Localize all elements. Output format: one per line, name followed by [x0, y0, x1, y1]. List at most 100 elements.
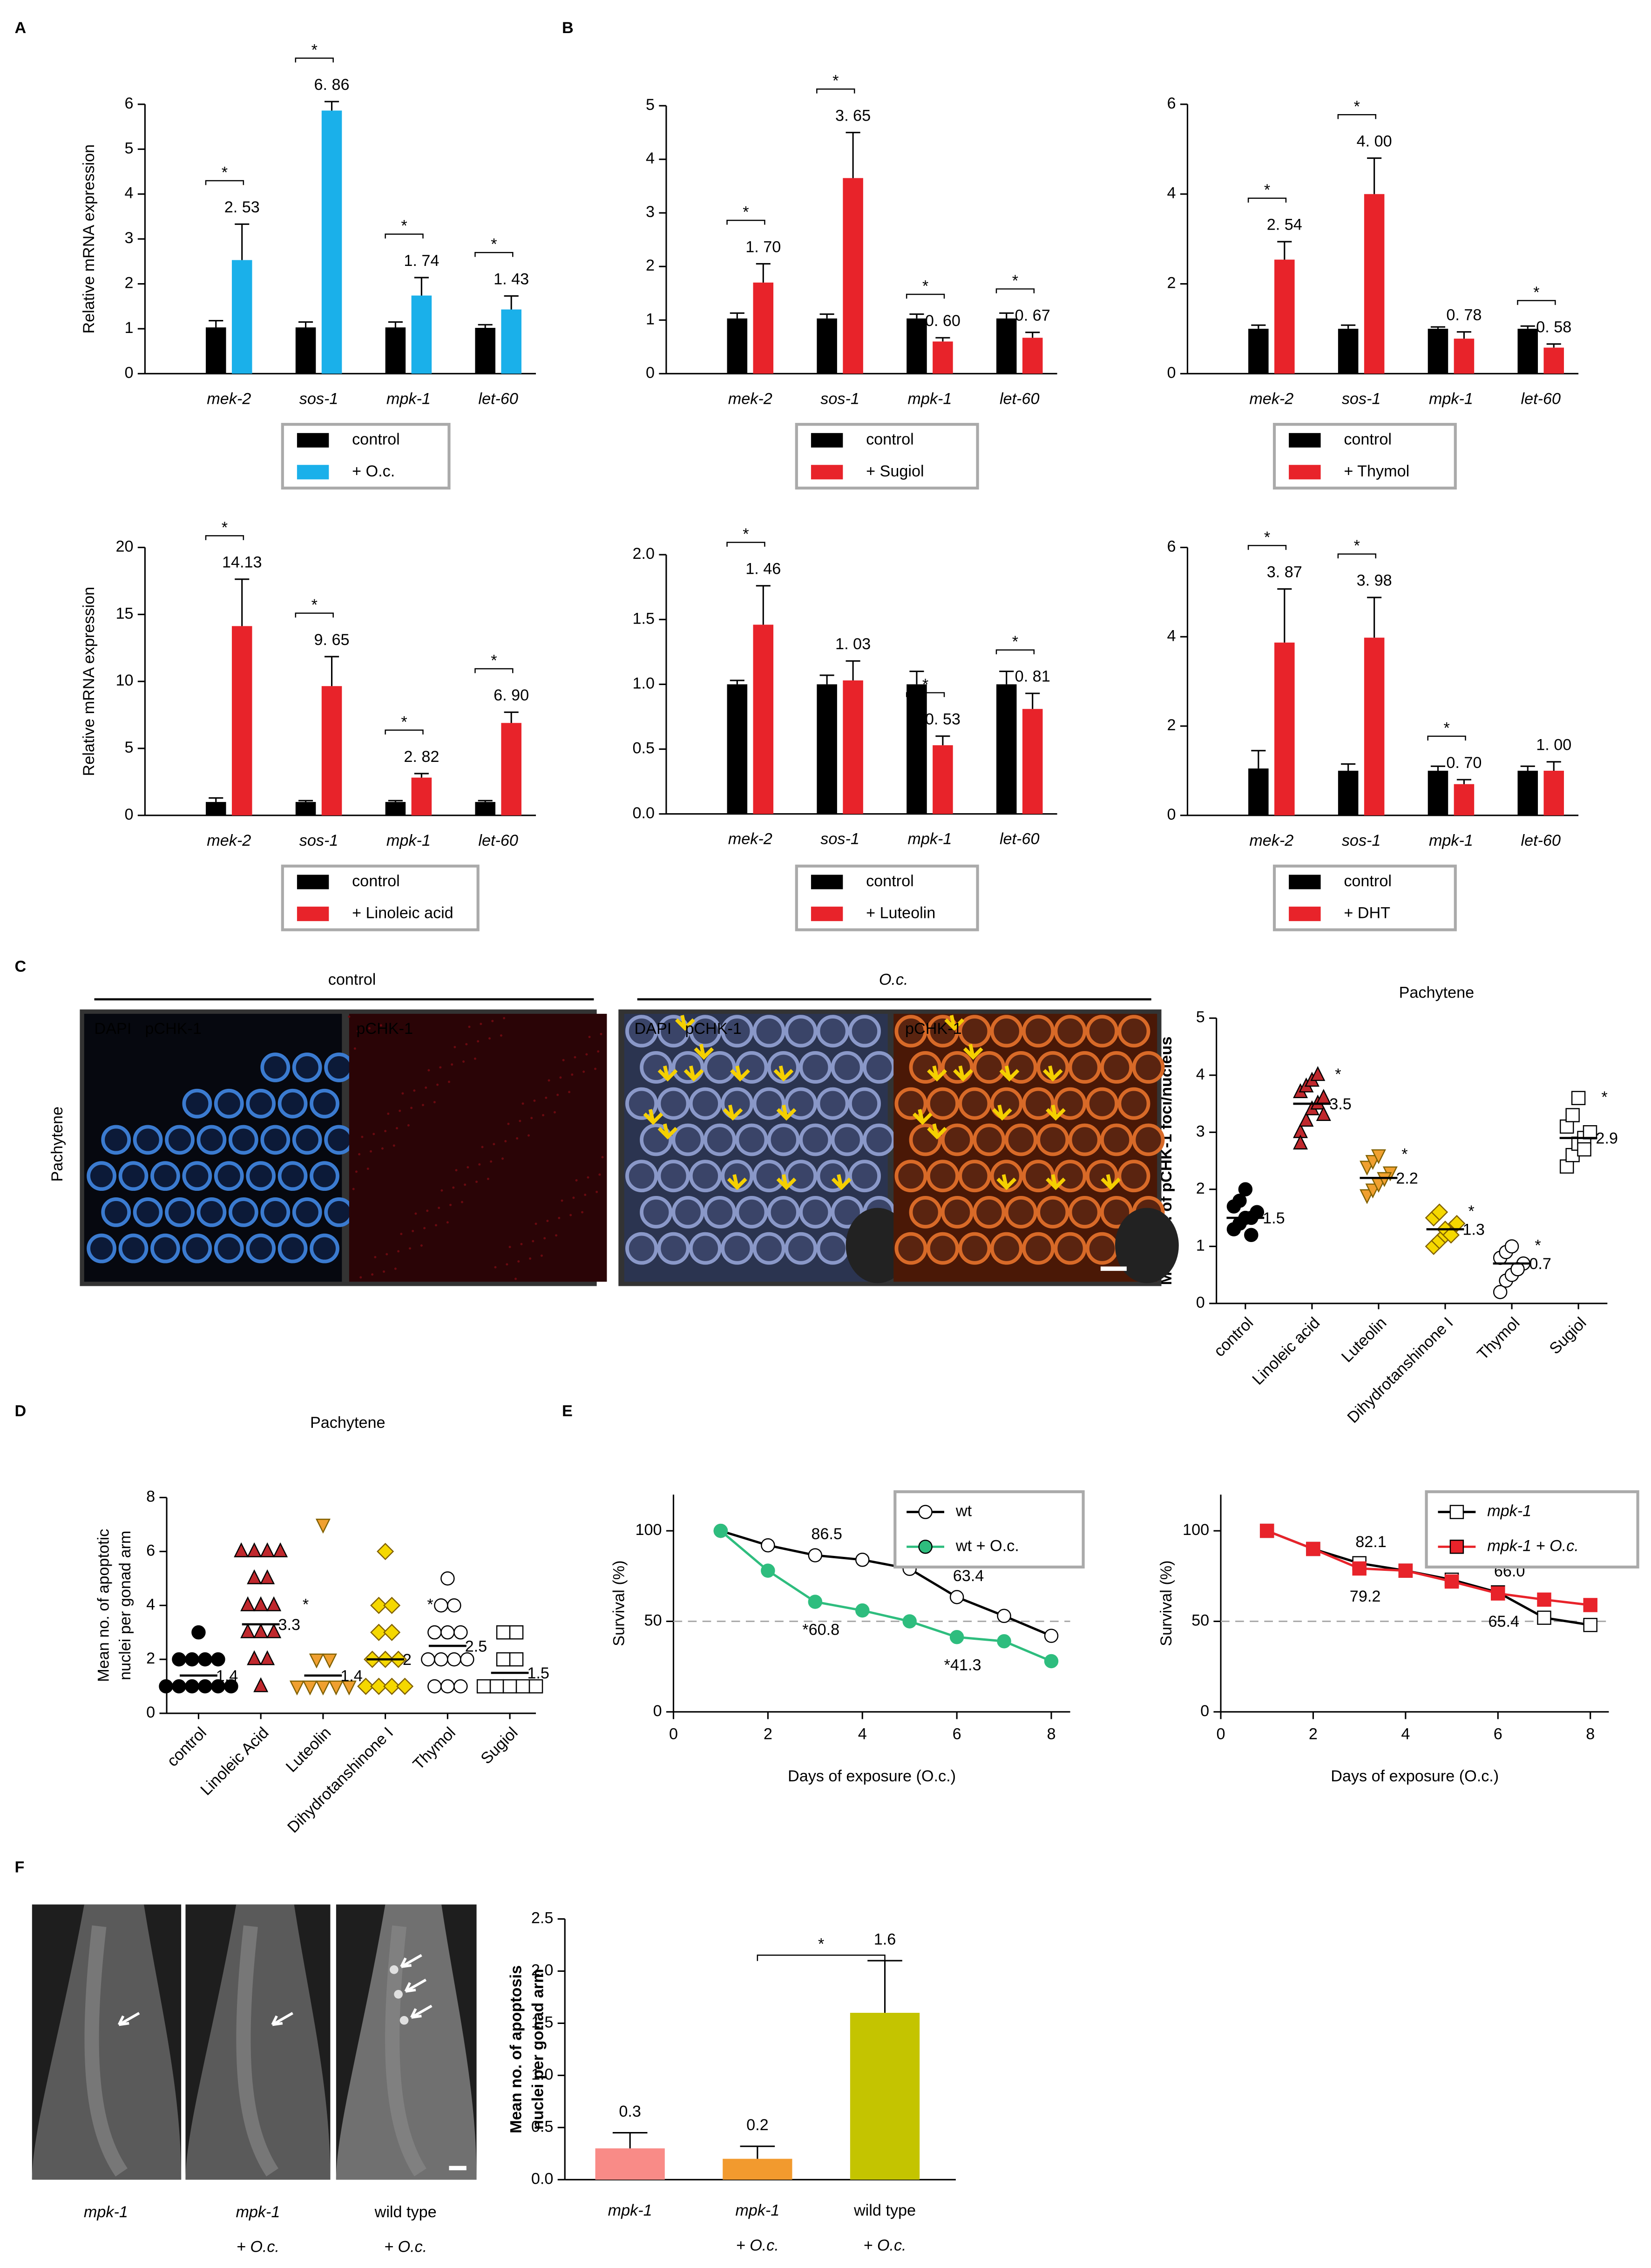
data-point	[440, 1625, 455, 1640]
speckle	[533, 1099, 536, 1102]
x-tick-label: 6	[1494, 1725, 1502, 1743]
arrow	[727, 1174, 747, 1190]
data-point	[211, 1652, 225, 1667]
speckle	[504, 1140, 507, 1143]
speckle	[572, 1196, 575, 1199]
mean-label: 2.5	[465, 1637, 487, 1655]
speckle	[514, 1277, 517, 1280]
data-point	[159, 1679, 173, 1694]
significance-bracket	[1337, 114, 1376, 119]
speckle	[540, 1254, 543, 1257]
speckle	[446, 1221, 449, 1224]
panel-letter: C	[14, 957, 26, 975]
significance-bracket	[474, 668, 514, 673]
nucleus	[973, 1051, 1006, 1084]
x-tick-label: sos-1	[1342, 832, 1381, 849]
bar	[1428, 770, 1448, 815]
speckle	[381, 1147, 384, 1150]
nucleus	[973, 1123, 1006, 1156]
data-point	[427, 1679, 442, 1694]
speckle	[545, 1096, 548, 1099]
speckle	[353, 1047, 356, 1050]
data-point	[185, 1652, 199, 1667]
nucleus	[277, 1088, 308, 1119]
data-point	[1577, 1142, 1591, 1157]
significance-bracket	[726, 219, 765, 225]
nucleus	[324, 1053, 354, 1082]
speckle	[516, 1137, 519, 1140]
arrow	[675, 1015, 695, 1031]
arrow	[657, 1123, 678, 1140]
mean-label: 1.4	[216, 1667, 238, 1685]
x-tick-label: 2	[1309, 1725, 1318, 1743]
significance-bracket	[205, 180, 244, 185]
nucleus	[941, 1123, 974, 1156]
speckle	[587, 1176, 589, 1179]
y-axis-label: nuclei per gonad arm	[529, 1969, 547, 2130]
y-tick-label: 3	[124, 229, 133, 247]
bar	[475, 328, 495, 374]
speckle	[460, 1201, 463, 1203]
value-label: 0.3	[619, 2103, 641, 2120]
error-bar	[504, 711, 519, 723]
y-tick-label: 0	[146, 1704, 155, 1721]
gonad	[385, 1925, 426, 2177]
data-point	[1449, 1505, 1464, 1519]
data-point	[357, 1677, 375, 1695]
arrow	[723, 1104, 743, 1121]
significance-star: *	[1354, 98, 1360, 115]
data-point	[1583, 1598, 1597, 1612]
apoptotic-corpse	[399, 2016, 409, 2025]
value-label: 1. 46	[745, 560, 781, 578]
bar	[933, 341, 953, 374]
speckle	[427, 1069, 430, 1072]
image-caption: + O.c.	[384, 2238, 427, 2255]
significance-star: *	[491, 236, 497, 253]
speckle	[517, 1260, 520, 1263]
significance-star: *	[1264, 529, 1270, 546]
y-axis-label: Survival (%)	[610, 1560, 628, 1646]
legend-label: + Sugiol	[866, 462, 924, 480]
nucleus	[101, 1125, 131, 1155]
bar	[385, 327, 406, 374]
legend-label: + Thymol	[1344, 462, 1409, 480]
value-label: 0. 53	[925, 711, 961, 728]
y-tick-label: 0	[646, 364, 655, 381]
speckle	[408, 1247, 411, 1250]
data-point	[260, 1542, 275, 1557]
error-bar	[478, 800, 493, 802]
value-label: 86.5	[811, 1525, 842, 1543]
significance-star: *	[401, 217, 407, 235]
nucleus	[941, 1195, 974, 1229]
significance-star: *	[1264, 181, 1270, 199]
y-tick-label: 2.0	[633, 545, 655, 563]
value-label: 65.4	[1488, 1613, 1519, 1630]
speckle	[507, 1122, 510, 1125]
y-axis-label: Relative mRNA expression	[80, 144, 98, 334]
speckle	[379, 1024, 382, 1027]
error-bar	[414, 773, 429, 778]
error-bar	[324, 101, 339, 111]
y-tick-label: 2.0	[531, 1962, 554, 1979]
nucleus	[277, 1161, 308, 1191]
bar	[1364, 638, 1385, 815]
nucleus	[101, 1197, 131, 1227]
significance-star: *	[311, 596, 318, 614]
significance-bracket	[385, 729, 424, 735]
nucleus	[1022, 1160, 1055, 1193]
data-point	[1044, 1629, 1059, 1643]
error-bar	[1341, 324, 1356, 329]
arrow	[776, 1174, 797, 1190]
error-bar	[846, 660, 860, 681]
significance-star: *	[743, 525, 749, 543]
stain-label: DAPI	[95, 1020, 132, 1038]
nucleus	[246, 1233, 276, 1263]
apoptotic-corpse	[394, 1990, 403, 1999]
speckle	[506, 1263, 508, 1266]
x-tick-label: 8	[1586, 1725, 1595, 1743]
arrow	[776, 1104, 797, 1121]
data-point	[1250, 1205, 1264, 1220]
speckle	[574, 1056, 576, 1059]
speckle	[451, 1063, 453, 1066]
y-tick-label: 2	[1196, 1180, 1205, 1197]
